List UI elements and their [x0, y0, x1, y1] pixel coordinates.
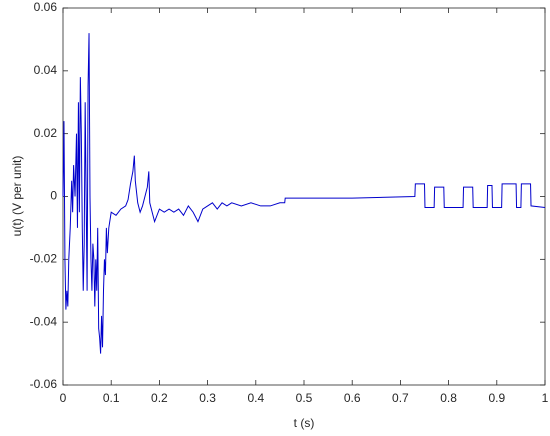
- plot-area: [62, 7, 546, 386]
- x-tick-label: 0.7: [392, 391, 409, 405]
- x-tick-label: 0.4: [247, 391, 264, 405]
- x-tick-label: 0.8: [440, 391, 457, 405]
- x-tick-label: 1: [542, 391, 549, 405]
- y-tick-label: 0.04: [34, 63, 58, 77]
- x-tick-label: 0.5: [296, 391, 313, 405]
- y-tick-label: -0.02: [30, 252, 58, 266]
- x-tick-label: 0.3: [199, 391, 216, 405]
- x-tick-label: 0.6: [344, 391, 361, 405]
- x-axis-label: t (s): [294, 416, 315, 430]
- y-tick-label: 0.02: [34, 126, 58, 140]
- x-tick-label: 0.2: [151, 391, 168, 405]
- data-line: [62, 33, 546, 354]
- x-tick-label: 0: [60, 391, 67, 405]
- x-tick-label: 0.9: [488, 391, 505, 405]
- y-tick-label: 0: [50, 189, 57, 203]
- x-tick-label: 0.1: [103, 391, 120, 405]
- y-tick-label: 0.06: [34, 0, 58, 14]
- y-tick-label: -0.06: [30, 377, 58, 391]
- y-axis-label: u(t) (V per unit): [10, 156, 24, 237]
- y-tick-label: -0.04: [30, 314, 58, 328]
